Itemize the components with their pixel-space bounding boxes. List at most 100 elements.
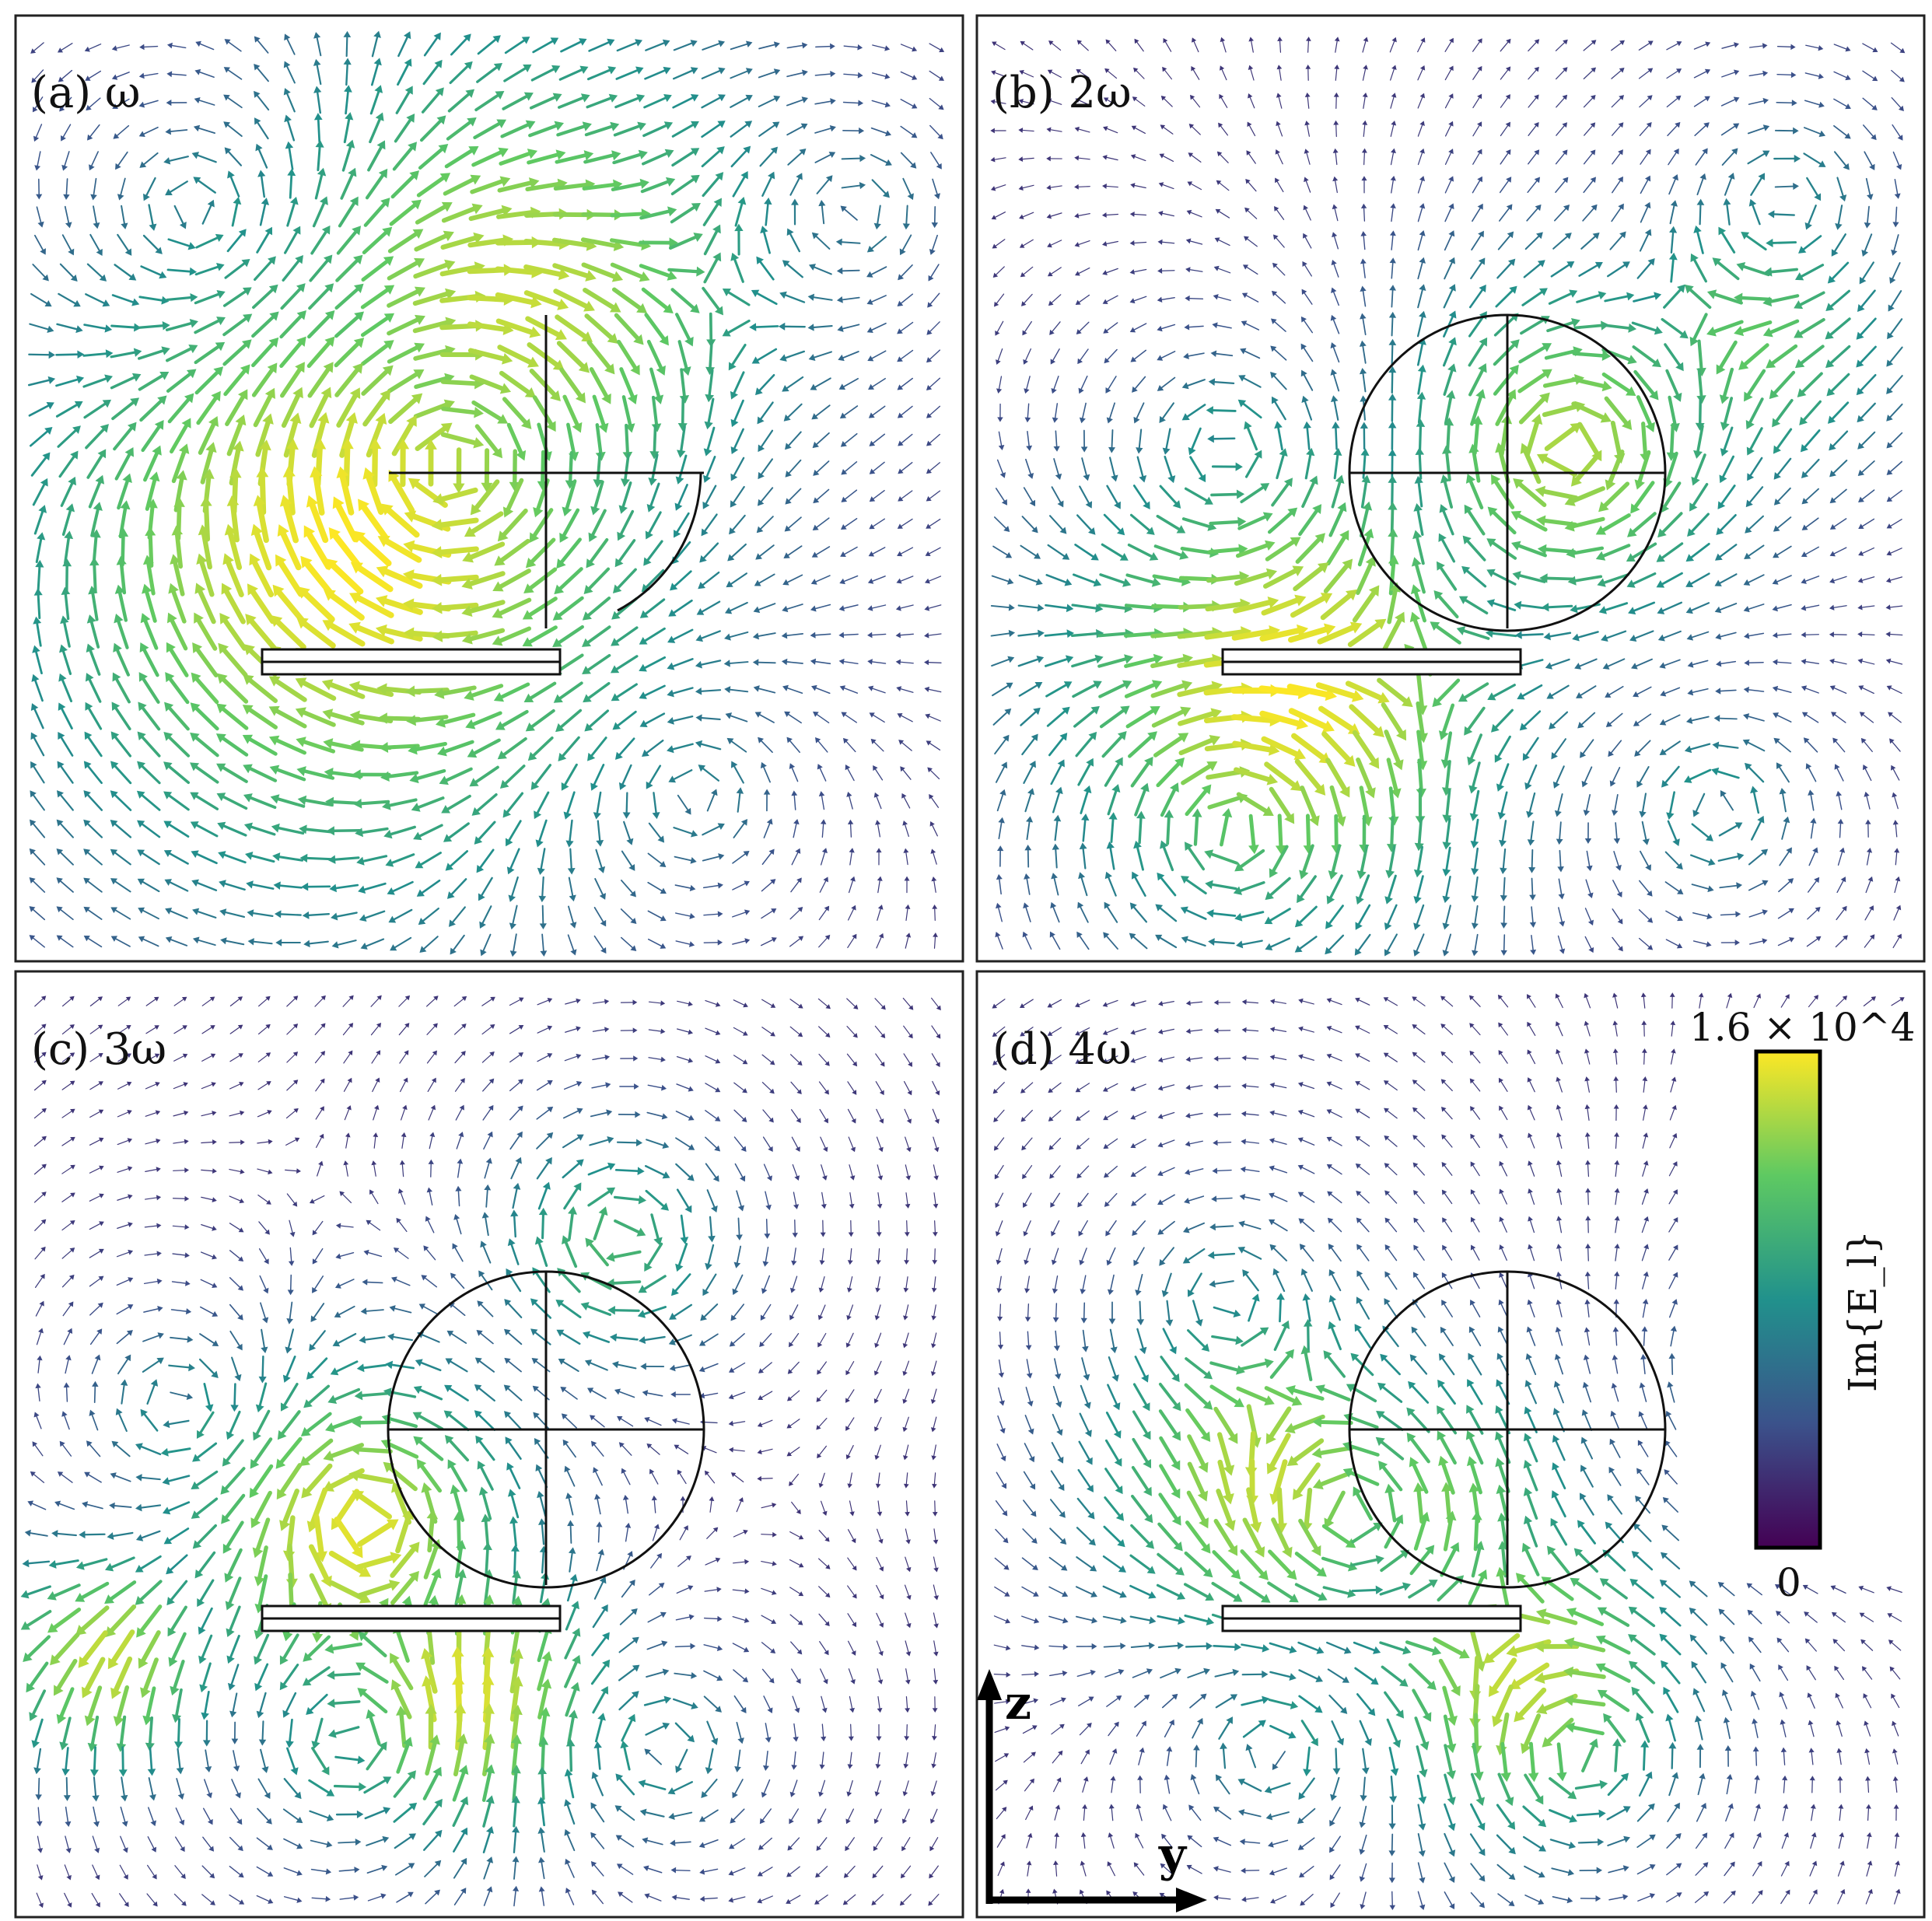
field-arrow-head <box>877 1203 883 1209</box>
field-arrow <box>34 1054 44 1063</box>
field-arrow <box>1332 319 1340 334</box>
field-arrow-head <box>1356 896 1364 905</box>
field-arrow <box>1249 96 1255 109</box>
field-arrow-head <box>412 229 424 240</box>
field-arrow <box>512 905 518 925</box>
field-arrow-head <box>904 876 910 881</box>
field-arrow-head <box>1644 175 1651 182</box>
field-arrow <box>529 369 557 397</box>
field-arrow-head <box>1034 552 1041 559</box>
field-arrow <box>89 649 101 676</box>
field-arrow <box>645 42 665 51</box>
field-arrow-head <box>145 527 156 536</box>
field-arrow <box>1517 513 1548 532</box>
field-arrow-head <box>1659 748 1667 756</box>
field-arrow <box>568 877 574 897</box>
field-arrow <box>1808 851 1816 866</box>
field-arrow-head <box>458 1132 464 1138</box>
field-arrow <box>414 233 448 252</box>
field-arrow-head <box>143 193 150 201</box>
field-arrow <box>901 264 913 278</box>
field-arrow-head <box>515 1156 522 1164</box>
field-arrow-head <box>1801 551 1808 558</box>
field-arrow-head <box>110 849 118 856</box>
field-arrow-head <box>1815 936 1822 942</box>
field-arrow <box>1723 397 1734 425</box>
field-arrow <box>1304 292 1313 305</box>
field-arrow <box>1107 99 1118 107</box>
field-arrow-head <box>1355 922 1363 930</box>
field-arrow-head <box>857 72 863 79</box>
field-arrow <box>1694 453 1706 480</box>
field-arrow <box>929 769 940 780</box>
field-arrow <box>997 936 1003 950</box>
field-arrow-head <box>639 719 648 727</box>
field-arrow-head <box>345 112 354 121</box>
field-arrow-head <box>455 1185 462 1191</box>
field-arrow-head <box>1478 230 1484 238</box>
field-arrow <box>314 1247 324 1261</box>
field-arrow-head <box>315 140 324 148</box>
field-arrow-head <box>1750 786 1759 794</box>
field-arrow-head <box>56 790 64 798</box>
field-arrow <box>1889 403 1903 418</box>
field-arrow-head <box>215 341 226 352</box>
field-arrow-head <box>156 1251 162 1257</box>
field-arrow-head <box>1656 554 1665 562</box>
field-arrow-head <box>292 1201 298 1207</box>
field-arrow <box>317 1164 321 1177</box>
field-arrow-head <box>499 779 509 789</box>
field-arrow <box>1303 320 1314 334</box>
field-arrow <box>556 341 586 369</box>
field-arrow-head <box>992 272 999 278</box>
field-arrow <box>994 157 1006 160</box>
field-arrow-head <box>523 92 534 101</box>
field-arrow <box>371 36 379 58</box>
field-arrow <box>1417 40 1423 53</box>
field-arrow <box>902 997 912 1008</box>
field-arrow <box>439 517 479 528</box>
field-arrow-head <box>1839 847 1846 853</box>
field-arrow <box>1443 481 1454 509</box>
field-arrow-head <box>97 1024 103 1030</box>
field-arrow <box>114 706 131 731</box>
field-arrow <box>365 173 385 200</box>
field-arrow <box>138 374 164 391</box>
field-arrow <box>194 677 219 705</box>
field-arrow-head <box>223 67 230 73</box>
field-arrow-head <box>69 1024 75 1030</box>
field-arrow-head <box>99 1221 104 1226</box>
field-arrow-head <box>736 787 744 794</box>
field-arrow-head <box>377 712 387 724</box>
field-arrow <box>1363 263 1366 278</box>
field-arrow <box>1151 709 1185 728</box>
field-arrow-head <box>1439 504 1448 513</box>
field-arrow <box>1612 908 1621 921</box>
field-arrow <box>928 688 942 693</box>
field-arrow <box>761 852 772 865</box>
field-arrow-head <box>40 248 46 255</box>
field-arrow-head <box>900 766 905 772</box>
field-arrow-head <box>606 1187 616 1196</box>
field-arrow <box>499 370 531 395</box>
field-arrow-head <box>296 617 309 629</box>
field-arrow-head <box>781 658 788 666</box>
field-arrow-head <box>168 583 179 594</box>
field-arrow <box>761 740 773 754</box>
field-arrow-head <box>1419 230 1426 236</box>
field-arrow-head <box>869 523 875 530</box>
field-arrow <box>1276 453 1285 480</box>
field-arrow-head <box>884 101 891 108</box>
field-arrow <box>1749 940 1763 945</box>
field-arrow <box>1746 369 1766 397</box>
field-arrow <box>194 765 219 784</box>
field-arrow <box>168 823 190 838</box>
field-arrow-head <box>110 878 118 885</box>
field-arrow <box>1776 457 1792 476</box>
field-arrow-head <box>191 879 199 887</box>
field-arrow-head <box>128 1222 133 1227</box>
field-arrow-head <box>1642 838 1650 845</box>
field-arrow-head <box>1362 501 1373 511</box>
field-arrow-head <box>218 851 226 859</box>
field-arrow <box>1528 125 1537 136</box>
